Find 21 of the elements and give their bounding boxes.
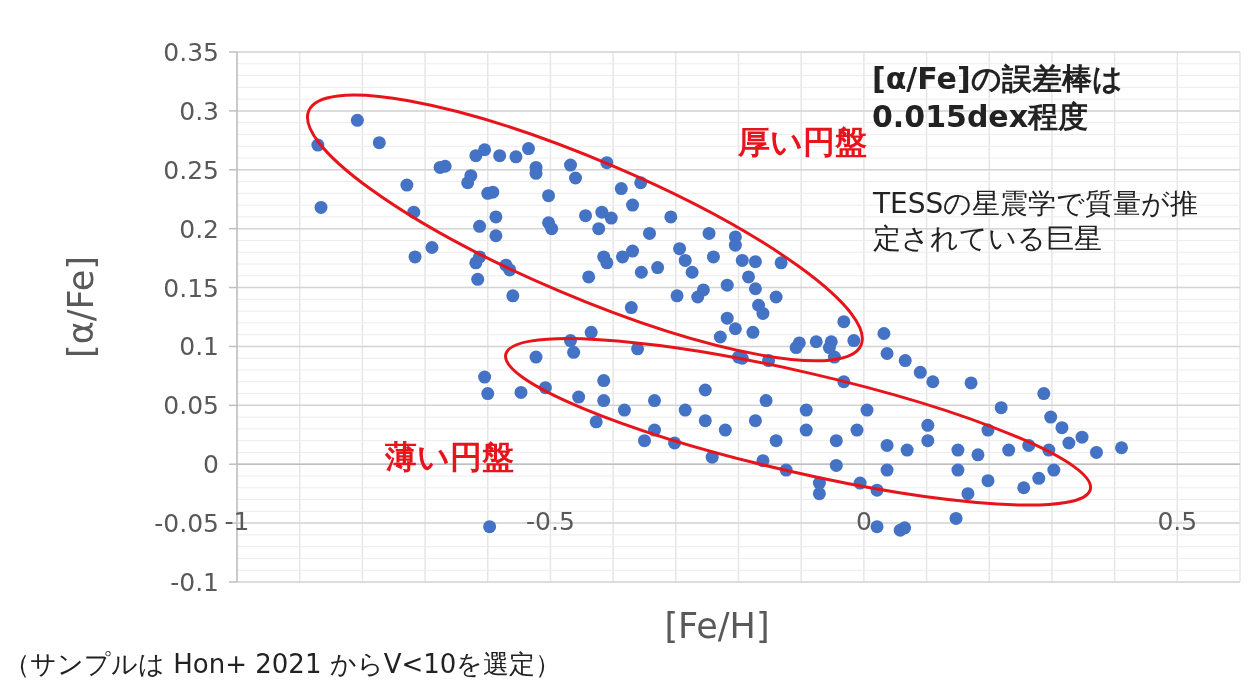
x-tick-label: 0.5	[1157, 507, 1198, 537]
y-axis-title: [α/Fe]	[61, 256, 101, 358]
y-tick-label: 0.1	[179, 332, 219, 362]
y-tick-label: 0.25	[163, 155, 219, 185]
y-tick-label: -0.1	[170, 568, 219, 597]
x-tick-label: -0.5	[526, 507, 575, 537]
x-axis-title: [Fe/H]	[664, 606, 770, 646]
y-tick-label: 0.15	[163, 273, 219, 303]
text: （サンプルは Hon+ 2021 からV<10を選定）	[4, 648, 563, 681]
y-tick-label: 0.2	[179, 214, 219, 244]
x-tick-label: 0	[855, 507, 872, 537]
x-tick-label: -1	[224, 507, 250, 537]
annotation: 薄い円盤	[385, 437, 515, 477]
annotation: 厚い円盤	[738, 123, 867, 161]
y-tick-label: 0.3	[179, 96, 219, 126]
y-tick-label: 0.05	[163, 391, 219, 421]
annotation: TESSの星震学で質量が推定されている巨星	[873, 186, 1200, 256]
y-tick-label: 0	[203, 450, 219, 480]
y-tick-label: -0.05	[154, 509, 219, 539]
y-tick-label: 0.35	[163, 38, 219, 67]
annotation: [α/Fe]の誤差棒は0.015dex程度	[872, 60, 1124, 135]
